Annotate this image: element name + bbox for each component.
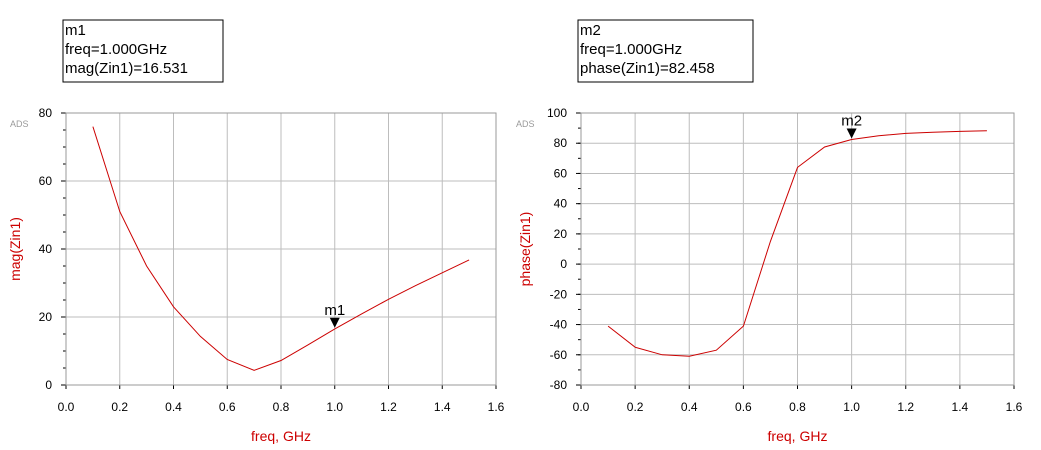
marker-name: m2 [841,113,862,130]
y-tick-label: -80 [550,378,568,392]
y-tick-label: 100 [547,106,567,120]
x-tick-label: 1.0 [843,400,860,414]
y-tick-label: 60 [39,174,53,188]
x-tick-label: 1.2 [897,400,914,414]
x-tick-label: 1.2 [380,400,397,414]
x-tick-label: 0.8 [273,400,290,414]
y-tick-label: 40 [39,242,53,256]
x-tick-label: 1.6 [1006,400,1023,414]
x-tick-label: 1.4 [434,400,451,414]
y-axis-label: phase(Zin1) [517,212,533,287]
marker-readout-line: phase(Zin1)=82.458 [580,60,715,77]
x-tick-label: 0.4 [681,400,698,414]
marker-readout-line: m1 [65,22,86,39]
y-tick-label: 20 [39,310,53,324]
plot-frame [580,112,1015,386]
phase-chart-panel: 0.0 0.2 0.4 0.6 0.8 1.0 1.2 1.4 1.6 -80 -60 -40 -20 0… [516,19,1023,444]
y-tick-label: 0 [45,378,52,392]
magnitude-chart-panel: 0.0 0.2 0.4 0.6 0.8 1.0 1.2 1.4 1.6 0 20 40 60 80 ADS f… [7,19,505,444]
x-axis-label: freq, GHz [768,428,828,444]
x-tick-label: 1.0 [326,400,343,414]
y-axis-label: mag(Zin1) [7,217,23,281]
x-tick-label: 0.0 [573,400,590,414]
x-tick-label: 0.6 [735,400,752,414]
x-tick-label: 0.2 [111,400,128,414]
plot-frame [65,112,497,386]
y-tick-label: 80 [554,136,568,150]
y-tick-label: -40 [550,318,568,332]
marker-readout-line: mag(Zin1)=16.531 [65,60,188,77]
x-tick-label: 1.6 [488,400,505,414]
ads-label: ADS [516,119,535,129]
y-tick-label: 0 [560,257,567,271]
y-tick-label: 80 [39,106,53,120]
x-tick-label: 0.4 [165,400,182,414]
marker-readout-line: freq=1.000GHz [580,41,682,58]
x-tick-label: 0.2 [627,400,644,414]
x-tick-label: 0.0 [58,400,75,414]
y-tick-label: -60 [550,348,568,362]
x-tick-label: 1.4 [952,400,969,414]
x-tick-label: 0.6 [219,400,236,414]
marker-name: m1 [324,302,345,319]
marker-readout-line: m2 [580,22,601,39]
x-tick-label: 0.8 [789,400,806,414]
marker-readout-box [62,19,224,83]
ads-label: ADS [10,119,29,129]
marker-triangle-icon [846,128,857,139]
y-tick-label: 60 [554,166,568,180]
y-tick-label: 20 [554,227,568,241]
marker-triangle-icon [329,317,340,328]
marker-readout-line: freq=1.000GHz [65,41,167,58]
marker-readout-box [577,19,754,83]
y-tick-label: 40 [554,197,568,211]
y-tick-label: -20 [550,287,568,301]
x-axis-label: freq, GHz [251,428,311,444]
series-line [92,126,470,371]
